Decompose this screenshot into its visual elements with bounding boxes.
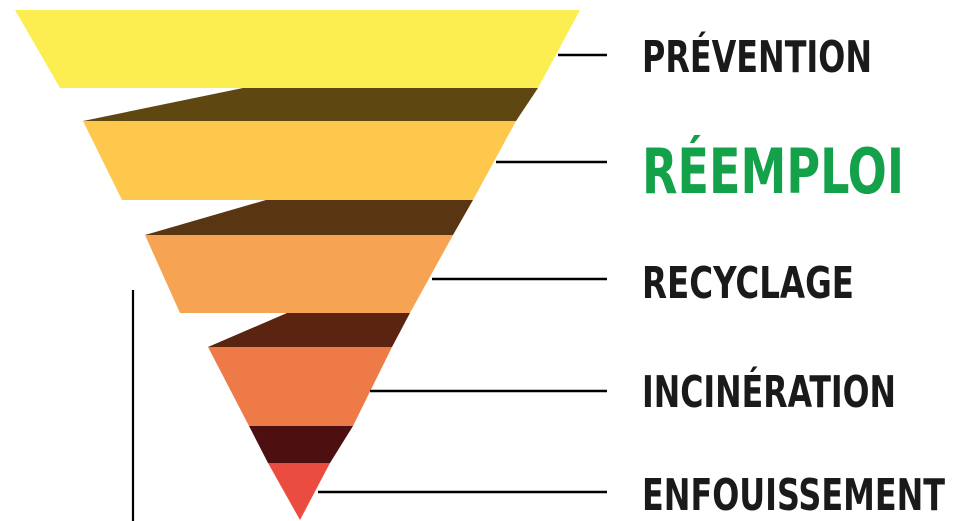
label-enfouissement: ENFOUISSEMENT <box>642 470 945 521</box>
funnel-level-prevention <box>15 10 580 88</box>
funnel-shadow-reemploi <box>145 200 473 235</box>
funnel-level-incineration <box>208 347 392 426</box>
label-prevention: PRÉVENTION <box>642 30 872 83</box>
funnel-shadow-prevention <box>83 88 538 121</box>
label-recyclage: RECYCLAGE <box>642 258 854 309</box>
funnel-level-recyclage <box>145 235 453 313</box>
funnel-level-reemploi <box>83 121 516 200</box>
funnel-shadow-recyclage <box>208 313 410 347</box>
funnel-level-enfouissement <box>268 463 330 520</box>
funnel-shadow-incineration <box>249 426 353 463</box>
label-reemploi: RÉEMPLOI <box>642 135 904 208</box>
label-incineration: INCINÉRATION <box>642 365 896 418</box>
